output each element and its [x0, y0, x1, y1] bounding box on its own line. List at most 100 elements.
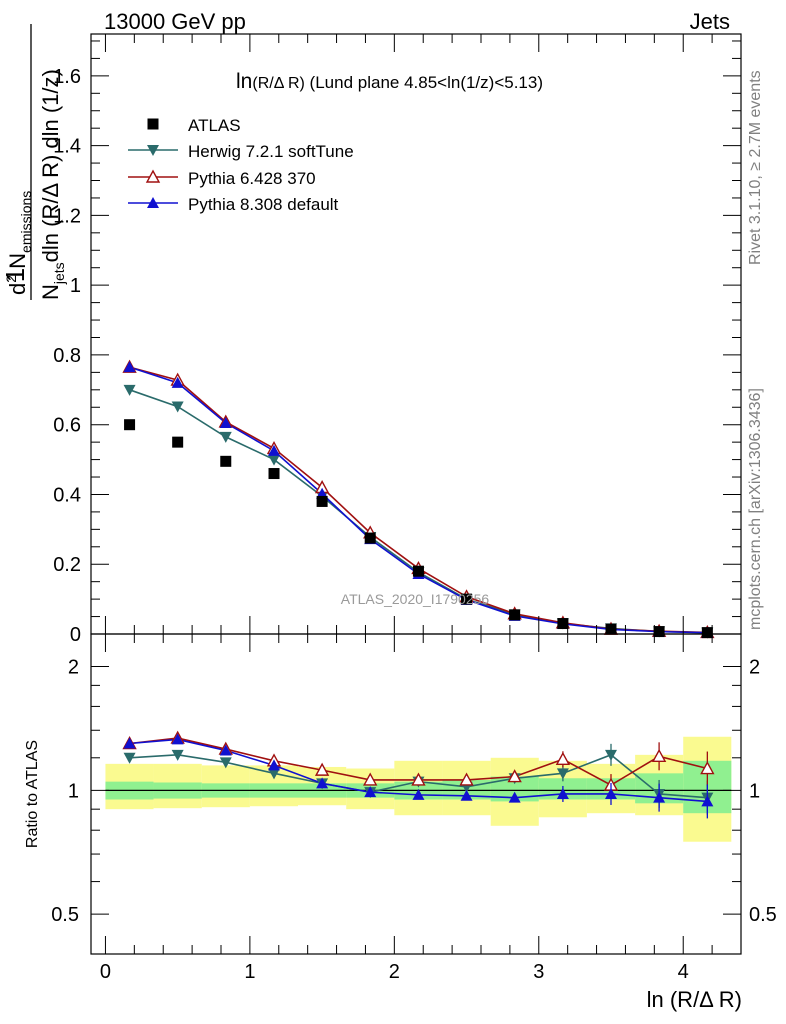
legend-label-2: Pythia 6.428 370	[188, 169, 316, 188]
legend: ATLAS Herwig 7.2.1 softTune Pythia 6.428 3…	[128, 116, 354, 214]
main-point-3-0	[123, 361, 136, 373]
main-point-0-11	[653, 626, 665, 638]
ratio-ytick-label: 2	[68, 657, 79, 679]
main-point-0-12	[701, 627, 713, 639]
main-point-0-5	[364, 532, 376, 544]
ratio-point-1-7	[459, 772, 474, 786]
ylabel-jets-sub: jets	[51, 262, 67, 285]
main-point-0-9	[557, 618, 569, 630]
ratio-ytick-label-right: 0.5	[749, 904, 777, 926]
main-point-0-4	[316, 495, 328, 507]
ratio-point-2-5	[364, 786, 377, 798]
watermark: ATLAS_2020_I1790256	[341, 591, 490, 607]
ylabel-one: 1	[0, 268, 30, 282]
ratio-ytick-label: 1	[68, 780, 79, 802]
main-ticks: 0 0.2 0.4 0.6 0.8 1 1.2 1.4 1.6	[53, 34, 741, 646]
ratio-point-0-9	[556, 768, 569, 780]
main-ytick-label: 0	[70, 624, 81, 646]
ratio-point-2-12	[701, 795, 714, 807]
ratio-point-0-10	[605, 749, 617, 761]
ratio-point-1-9	[555, 751, 571, 765]
main-point-0-1	[172, 436, 184, 448]
rivet-label: Rivet 3.1.10, ≥ 2.7M events	[747, 70, 764, 265]
main-point-0-8	[509, 609, 521, 621]
main-point-0-7	[461, 593, 473, 605]
main-title-prefix: ln	[236, 70, 252, 93]
main-title-small: (R/Δ R)	[252, 75, 304, 92]
legend-label-1: Herwig 7.2.1 softTune	[188, 142, 354, 161]
ratio-point-2-11	[653, 791, 666, 803]
ratio-point-2-6	[412, 788, 425, 800]
main-ytick-label: 0.8	[53, 345, 81, 367]
ratio-point-1-5	[363, 772, 378, 786]
main-point-1-0	[123, 384, 136, 396]
header-left: 13000 GeV pp	[104, 9, 246, 34]
main-point-0-6	[412, 565, 424, 577]
ylabel-njets: N	[38, 284, 63, 300]
main-point-0-2	[220, 455, 232, 467]
ylabel-sup2: 2	[3, 275, 19, 283]
ratio-point-0-2	[219, 757, 232, 769]
x-axis-label: ln (R/Δ R)	[647, 987, 742, 1012]
main-point-0-10	[605, 623, 617, 635]
ratio-point-2-2	[219, 744, 232, 756]
legend-label-0: ATLAS	[188, 116, 241, 135]
ratio-ytick-label-right: 2	[749, 657, 760, 679]
ratio-point-1-11	[651, 748, 667, 763]
ylabel-denominator: Njetsdln (R/Δ R) dln (1/z)	[38, 69, 67, 300]
ratio-point-2-3	[268, 759, 281, 771]
main-point-0-3	[268, 468, 280, 480]
main-ylabel: 1 d2 Nemissions Njetsdln (R/Δ R) dln (1/…	[0, 24, 67, 300]
x-tick-label: 1	[244, 961, 255, 983]
header-right: Jets	[690, 9, 730, 34]
ratio-point-2-9	[556, 787, 569, 799]
main-title: ln(R/Δ R) (Lund plane 4.85<ln(1/z)<5.13)	[236, 70, 543, 93]
ratio-series	[122, 730, 715, 819]
main-title-rest: (Lund plane 4.85<ln(1/z)<5.13)	[305, 73, 543, 92]
main-ytick-label: 0.4	[53, 484, 81, 506]
legend-marker-2	[145, 169, 161, 183]
ratio-ytick-label-right: 1	[749, 780, 760, 802]
main-point-3-1	[171, 376, 184, 388]
main-ytick-label: 1.4	[53, 136, 81, 158]
ratio-point-0-1	[171, 749, 184, 761]
ratio-point-2-4	[316, 777, 329, 789]
ratio-point-1-8	[507, 769, 522, 783]
ylabel-numerator: d2 Nemissions	[3, 191, 34, 295]
legend-label-3: Pythia 8.308 default	[188, 195, 339, 214]
main-point-3-3	[268, 444, 281, 456]
main-point-3-2	[219, 416, 232, 428]
ylabel-em-sub: emissions	[18, 191, 34, 253]
ratio-point-2-10	[605, 787, 617, 799]
mcplots-label: mcplots.cern.ch [arXiv:1306.3436]	[747, 388, 764, 630]
ratio-point-0-0	[123, 752, 136, 764]
ratio-point-1-6	[411, 772, 426, 786]
main-ytick-label: 0.6	[53, 415, 81, 437]
x-tick-label: 2	[389, 961, 400, 983]
main-ytick-label: 1.6	[53, 66, 81, 88]
ratio-ylabel: Ratio to ATLAS	[24, 740, 41, 848]
ratio-point-0-3	[268, 768, 281, 780]
x-tick-label: 4	[678, 961, 689, 983]
x-tick-label: 0	[100, 961, 111, 983]
ylabel-nem: N	[5, 253, 30, 275]
ratio-point-2-0	[123, 737, 136, 749]
ylabel-den: dln (R/Δ R) dln (1/z)	[38, 69, 63, 262]
legend-marker-3	[147, 197, 159, 208]
ratio-point-1-12	[700, 761, 715, 775]
legend-marker-1	[147, 145, 159, 156]
main-point-1-3	[268, 454, 281, 466]
main-ytick-label: 0.2	[53, 554, 81, 576]
ratio-point-2-8	[508, 791, 521, 803]
ylabel-d2: d	[5, 283, 30, 295]
main-point-1-2	[219, 431, 232, 443]
legend-marker-0	[147, 118, 159, 130]
ratio-frame	[90, 633, 742, 955]
ratio-ytick-label: 0.5	[51, 904, 79, 926]
ratio-point-2-1	[171, 733, 184, 745]
main-ytick-label: 1	[70, 275, 81, 297]
ratio-point-1-4	[314, 762, 330, 776]
x-tick-label: 3	[533, 961, 544, 983]
main-ytick-label: 1.2	[53, 205, 81, 227]
